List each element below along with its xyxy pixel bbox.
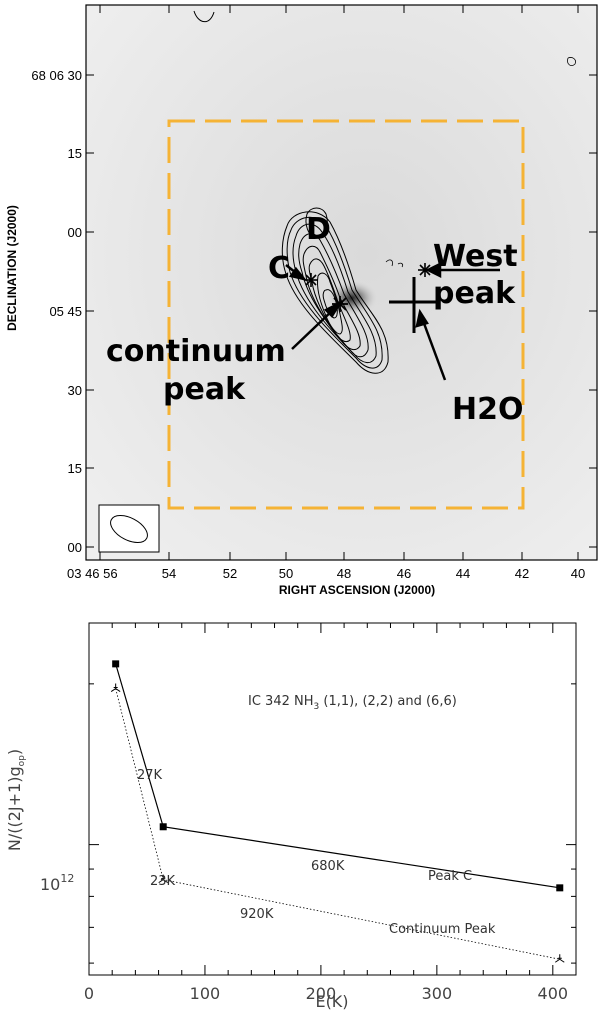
contour-fragment-west2 (397, 262, 404, 268)
plot-y-tick-base: 10 (40, 875, 60, 894)
contour-fragment-right (567, 57, 576, 66)
map-ytick-label: 00 (68, 225, 82, 240)
plot-series (110, 660, 565, 963)
map-xtick-label: 46 (397, 566, 411, 581)
series-label-continuum-peak: Continuum Peak (389, 922, 496, 937)
plot-x-tick-label: 200 (306, 984, 337, 1003)
temp-label-27k: 27K (137, 768, 163, 783)
plot-frame (88, 622, 577, 976)
map-x-axis-title: RIGHT ASCENSION (J2000) (279, 583, 435, 597)
data-point-triangle (158, 874, 168, 884)
data-point-triangle (110, 683, 121, 692)
plot-y-tick-label: 1012 (40, 872, 74, 894)
label-continuum: continuum (106, 334, 286, 369)
plot-y-tick-exp: 12 (60, 872, 74, 885)
map-xtick-label: 48 (337, 566, 351, 581)
plot-x-tick-label: 0 (84, 984, 94, 1003)
map-xtick-label: 03 46 56 (67, 566, 118, 581)
series-label-peak-c: Peak C (428, 869, 472, 884)
plot-title-text: IC 342 NH (248, 694, 314, 709)
plot-y-axis-title-main: N/((2J+1)g (5, 766, 24, 851)
label-west: West (433, 239, 518, 274)
map-ytick-label: 00 (68, 540, 82, 555)
map-xtick-label: 54 (162, 566, 176, 581)
h2o-cross (389, 277, 438, 333)
map-ytick-label: 30 (68, 383, 82, 398)
contour-fragment-west (385, 259, 393, 267)
map-y-tick-labels: 68 06 30 15 00 05 45 30 15 00 (31, 68, 82, 555)
data-point-triangle (554, 954, 565, 963)
beam-ellipse (110, 514, 148, 544)
plot-title: IC 342 NH3 (1,1), (2,2) and (6,6) (248, 694, 457, 712)
plot-x-tick-label: 100 (190, 984, 221, 1003)
plot-y-axis-title: N/((2J+1)gop) (5, 749, 27, 851)
map-y-ticks (86, 74, 597, 548)
map-xtick-label: 40 (571, 566, 585, 581)
plot-x-tick-label: 400 (538, 984, 569, 1003)
data-point-square (159, 823, 167, 831)
nh3-plot-panel: 0 100 200 300 400 IC 342 NH3 (1,1), (2,2) an… (5, 622, 577, 1011)
plot-ticks (88, 623, 576, 975)
map-xtick-label: 50 (279, 566, 293, 581)
label-d: D (306, 212, 331, 247)
temp-label-23k: 23K (150, 874, 176, 889)
contour-fragment-top (193, 10, 215, 23)
plot-title-sub: 3 (314, 702, 320, 712)
map-y-axis-title: DECLINATION (J2000) (5, 205, 19, 331)
label-continuum-peak: peak (163, 372, 246, 407)
data-point-square (556, 884, 564, 892)
label-h2o: H2O (452, 392, 523, 427)
annotation-arrows (285, 261, 500, 381)
plot-x-tick-labels: 0 100 200 300 400 (84, 984, 568, 1003)
plot-x-axis-title: E(K) (315, 992, 348, 1011)
contour-map-panel: D C West peak continuum peak H2O 68 06 3… (5, 4, 598, 597)
plot-title-rest: (1,1), (2,2) and (6,6) (319, 694, 457, 709)
map-xtick-label: 52 (223, 566, 237, 581)
temp-label-920k: 920K (240, 907, 274, 922)
map-ytick-label: 15 (68, 146, 82, 161)
label-west-peak: peak (433, 276, 516, 311)
map-x-ticks (99, 5, 579, 560)
data-point-square (112, 660, 120, 668)
plot-x-tick-label: 300 (422, 984, 453, 1003)
plot-y-axis-title-close: ) (5, 749, 24, 755)
map-xtick-label: 44 (456, 566, 470, 581)
label-c: C (268, 251, 290, 286)
field-box (167, 119, 525, 510)
map-x-tick-labels: 03 46 56 54 52 50 48 46 44 42 40 (67, 566, 585, 581)
map-ytick-label: 68 06 30 (31, 68, 82, 83)
plot-y-axis-title-sub: op (17, 755, 27, 767)
temp-label-680k: 680K (311, 859, 345, 874)
map-ytick-label: 15 (68, 461, 82, 476)
star-marker-west (418, 263, 432, 277)
beam-box (98, 504, 160, 553)
map-xtick-label: 42 (515, 566, 529, 581)
map-ytick-label: 05 45 (49, 304, 82, 319)
